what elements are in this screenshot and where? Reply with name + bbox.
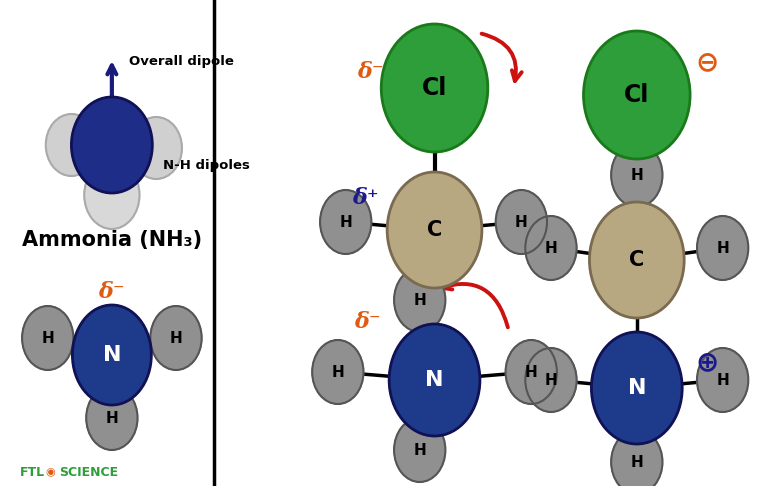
Text: δ⁻: δ⁻ xyxy=(99,281,125,303)
Ellipse shape xyxy=(84,161,140,229)
Ellipse shape xyxy=(389,324,480,436)
Text: H: H xyxy=(631,454,643,469)
Text: δ⁻: δ⁻ xyxy=(354,311,381,333)
Ellipse shape xyxy=(496,190,547,254)
Text: H: H xyxy=(515,214,527,229)
Text: H: H xyxy=(716,372,729,387)
Text: Ammonia (NH₃): Ammonia (NH₃) xyxy=(22,230,202,250)
Text: H: H xyxy=(544,372,557,387)
Ellipse shape xyxy=(22,306,73,370)
Text: H: H xyxy=(413,442,426,457)
Text: N-H dipoles: N-H dipoles xyxy=(163,158,250,172)
Text: FTL: FTL xyxy=(20,466,45,479)
Text: N: N xyxy=(628,378,646,398)
Text: H: H xyxy=(339,214,352,229)
Text: ◉: ◉ xyxy=(45,467,56,477)
Text: C: C xyxy=(427,220,442,240)
Text: H: H xyxy=(332,364,344,380)
Text: H: H xyxy=(716,241,729,256)
Text: Cl: Cl xyxy=(422,76,447,100)
Text: H: H xyxy=(525,364,537,380)
Ellipse shape xyxy=(394,418,446,482)
Text: H: H xyxy=(170,330,183,346)
Ellipse shape xyxy=(525,216,577,280)
Text: ⊕: ⊕ xyxy=(695,348,719,376)
Ellipse shape xyxy=(697,348,749,412)
Text: H: H xyxy=(413,293,426,308)
Text: Cl: Cl xyxy=(624,83,649,107)
Ellipse shape xyxy=(584,31,690,159)
Ellipse shape xyxy=(150,306,202,370)
Text: C: C xyxy=(629,250,645,270)
Text: N: N xyxy=(426,370,444,390)
Text: SCIENCE: SCIENCE xyxy=(59,466,119,479)
Text: δ⁺: δ⁺ xyxy=(352,187,379,209)
Ellipse shape xyxy=(394,268,446,332)
Text: ⊖: ⊖ xyxy=(695,48,719,76)
Text: H: H xyxy=(106,411,118,426)
Ellipse shape xyxy=(72,97,153,193)
Ellipse shape xyxy=(45,114,97,176)
Text: Overall dipole: Overall dipole xyxy=(129,55,234,69)
Ellipse shape xyxy=(320,190,372,254)
Ellipse shape xyxy=(381,24,488,152)
Text: δ⁻: δ⁻ xyxy=(357,61,384,83)
Ellipse shape xyxy=(525,348,577,412)
Text: H: H xyxy=(631,168,643,183)
Text: N: N xyxy=(103,345,121,365)
Ellipse shape xyxy=(611,430,662,486)
Ellipse shape xyxy=(130,117,182,179)
Ellipse shape xyxy=(72,305,151,405)
Ellipse shape xyxy=(86,386,137,450)
Ellipse shape xyxy=(312,340,363,404)
Ellipse shape xyxy=(590,202,684,318)
Ellipse shape xyxy=(611,143,662,207)
Ellipse shape xyxy=(697,216,749,280)
Ellipse shape xyxy=(591,332,682,444)
Ellipse shape xyxy=(506,340,557,404)
Text: H: H xyxy=(544,241,557,256)
Text: H: H xyxy=(42,330,54,346)
Ellipse shape xyxy=(387,172,482,288)
